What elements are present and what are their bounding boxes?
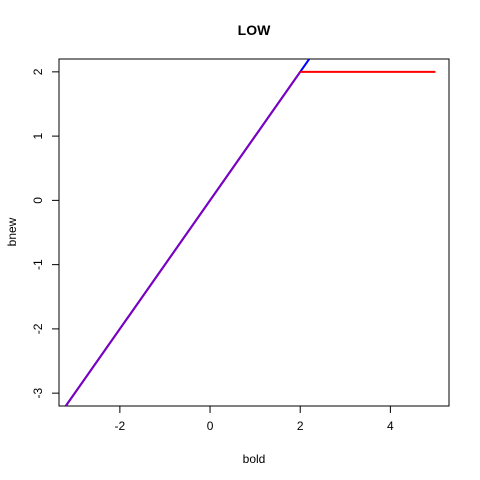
y-axis-label: bnew — [5, 217, 19, 246]
series-line-2 — [64, 71, 302, 406]
y-tick-label: -2 — [31, 323, 45, 334]
x-tick-label: -2 — [115, 419, 126, 433]
x-tick-label: 0 — [207, 419, 214, 433]
series-layer — [64, 59, 436, 406]
y-tick-label: 0 — [31, 197, 45, 204]
y-axis: -3 -2 -1 0 1 2 — [31, 68, 59, 398]
x-tick-label: 4 — [387, 419, 394, 433]
x-tick-label: 2 — [297, 419, 304, 433]
y-tick-label: 2 — [31, 68, 45, 75]
x-axis: -2 0 2 4 — [115, 406, 394, 433]
y-tick-label: 1 — [31, 132, 45, 139]
y-tick-label: -1 — [31, 259, 45, 270]
plot-frame — [58, 58, 450, 407]
x-axis-label: bold — [243, 452, 266, 466]
chart-title: LOW — [238, 22, 271, 38]
y-tick-label: -3 — [31, 387, 45, 398]
